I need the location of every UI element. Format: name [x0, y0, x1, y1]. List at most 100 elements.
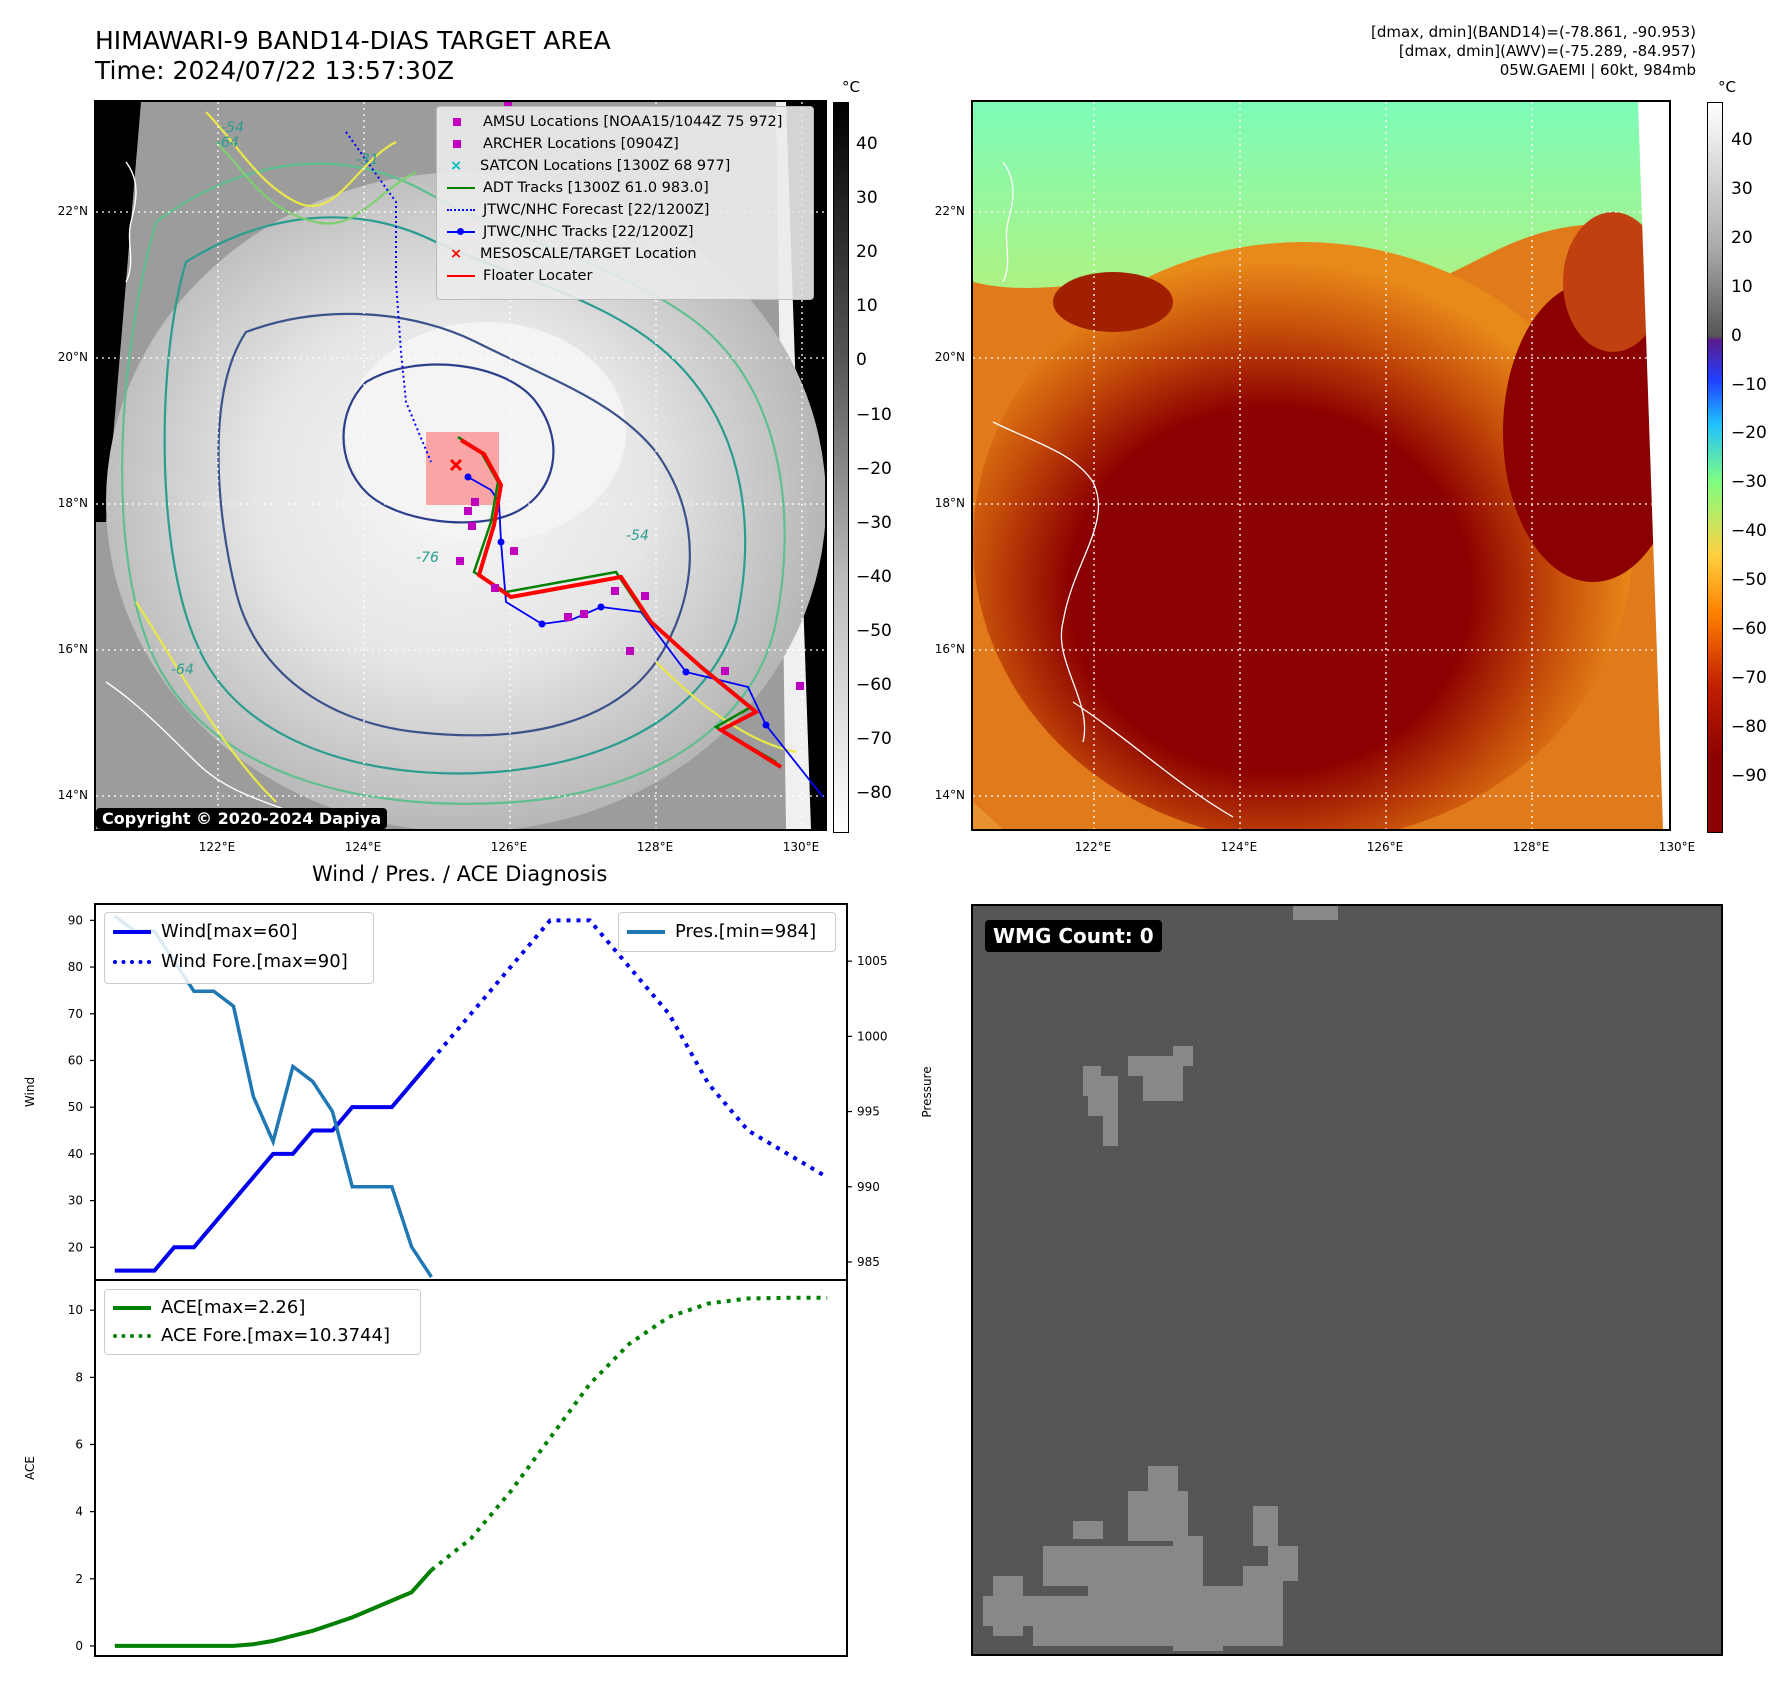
legend-entry-archer: ARCHER Locations [0904Z] [447, 133, 679, 156]
y-tick-label: 0 [75, 1639, 83, 1653]
line-icon [113, 930, 151, 934]
lat-tick-label: 22°N [57, 204, 88, 218]
legend-ace-forecast: ACE Fore.[max=10.3744] [113, 1322, 390, 1350]
colorbar-tick-label: 20 [856, 242, 878, 263]
colorbar-tick-label: −90 [1731, 765, 1767, 786]
colorbar-tick-label: −80 [856, 783, 892, 804]
colorbar-tick-label: −50 [1731, 570, 1767, 591]
ace-axis-label: ACE [23, 1456, 37, 1480]
colorbar-tick-label: −70 [856, 729, 892, 750]
wmg-graphic [983, 906, 1338, 1651]
ir-map-panel: -54 -64 -31 -76 -54 -64 AMSU Locations [… [94, 100, 827, 831]
legend-wind-forecast: Wind Fore.[max=90] [113, 947, 348, 977]
colorbar-tick-label: −50 [856, 620, 892, 641]
lon-tick-label: 126°E [1366, 840, 1404, 854]
colorbar-tick-label: 40 [856, 134, 878, 154]
colorbar-tick-label: 20 [1731, 227, 1753, 248]
colorbar-tick-label: −10 [1731, 374, 1767, 395]
y-tick-label: 20 [68, 1240, 83, 1254]
colorbar-tick-label: −80 [1731, 716, 1767, 737]
right-colorbar [1707, 102, 1723, 833]
band14-range: [dmax, dmin](BAND14)=(-78.861, -90.953) [1371, 23, 1696, 41]
lon-tick-label: 128°E [636, 840, 674, 854]
y-tick-label: 4 [75, 1505, 83, 1519]
contour-label: -76 [416, 550, 439, 566]
storm-info: 05W.GAEMI | 60kt, 984mb [1499, 61, 1696, 79]
x-marker-icon: × [450, 246, 463, 262]
legend-entry-mesoscale: × MESOSCALE/TARGET Location [447, 243, 697, 266]
legend-ace: ACE[max=2.26] [113, 1294, 305, 1322]
wmg-count-badge: WMG Count: 0 [985, 920, 1162, 952]
contour-label: -31 [356, 152, 379, 168]
map-legend: AMSU Locations [NOAA15/1044Z 75 972] ARC… [436, 106, 814, 300]
line-dot-icon [447, 228, 475, 235]
diagnosis-title: Wind / Pres. / ACE Diagnosis [312, 862, 608, 886]
figure-title: HIMAWARI-9 BAND14-DIAS TARGET AREA [95, 26, 611, 55]
y-tick-label: 40 [68, 1147, 83, 1161]
y-tick-label: 60 [68, 1053, 83, 1067]
legend-entry-jtwc: JTWC/NHC Tracks [22/1200Z] [447, 221, 694, 244]
wind-legend: Wind[max=60] Wind Fore.[max=90] [104, 912, 374, 984]
lat-tick-label: 18°N [57, 496, 88, 510]
series-line-1 [430, 1295, 828, 1572]
lat-tick-label: 18°N [934, 496, 965, 510]
lon-tick-label: 126°E [490, 840, 528, 854]
colorbar-tick-label: −40 [1731, 521, 1767, 542]
lon-tick-label: 130°E [1658, 840, 1696, 854]
legend-entry-floater: Floater Locater [447, 265, 592, 288]
y2-tick-label: 990 [857, 1180, 880, 1194]
colorbar-tick-label: 40 [1731, 130, 1753, 150]
legend-pressure: Pres.[min=984] [627, 917, 816, 947]
wmg-panel: WMG Count: 0 [971, 904, 1723, 1656]
y-tick-label: 8 [75, 1370, 83, 1384]
series-line-1 [429, 918, 829, 1179]
wind-axis-label: Wind [23, 1077, 37, 1107]
figure-time: Time: 2024/07/22 13:57:30Z [95, 56, 454, 85]
y2-tick-label: 995 [857, 1105, 880, 1119]
lon-tick-label: 122°E [198, 840, 236, 854]
colorbar-tick-label: 10 [856, 296, 878, 317]
line-icon [447, 187, 475, 189]
lat-tick-label: 20°N [934, 350, 965, 364]
lat-tick-label: 16°N [934, 642, 965, 656]
colorbar-tick-label: −10 [856, 404, 892, 425]
square-marker-icon [453, 140, 461, 148]
legend-entry-satcon: × SATCON Locations [1300Z 68 977] [447, 155, 730, 178]
contour-label: -54 [626, 528, 649, 544]
right-colorbar-unit: °C [1718, 78, 1736, 96]
ace-legend: ACE[max=2.26] ACE Fore.[max=10.3744] [104, 1289, 421, 1355]
y-tick-label: 6 [75, 1438, 83, 1452]
colorbar-tick-label: 0 [856, 350, 867, 371]
colorbar-tick-label: −30 [856, 512, 892, 533]
colorbar-tick-label: 0 [1731, 325, 1742, 346]
y-tick-label: 50 [68, 1100, 83, 1114]
pressure-legend: Pres.[min=984] [618, 912, 836, 952]
colorbar-tick-label: −60 [1731, 619, 1767, 639]
pressure-axis-label: Pressure [920, 1066, 934, 1117]
lon-tick-label: 130°E [782, 840, 820, 854]
line-icon [627, 930, 665, 934]
series-line-0 [114, 1059, 433, 1273]
copyright-badge: Copyright © 2020-2024 Dapiya [96, 808, 388, 829]
left-colorbar [833, 102, 849, 833]
colorbar-tick-label: −40 [856, 566, 892, 587]
y2-tick-label: 985 [857, 1255, 880, 1269]
legend-entry-amsu: AMSU Locations [NOAA15/1044Z 75 972] [447, 111, 782, 134]
colorbar-tick-label: −20 [1731, 423, 1767, 444]
contour-label: -64 [171, 662, 194, 678]
y-tick-label: 10 [68, 1303, 83, 1317]
contour-label: -54 [221, 120, 244, 136]
dotted-line-icon [113, 1334, 151, 1338]
contour-label: -64 [216, 135, 239, 151]
lat-tick-label: 14°N [57, 788, 88, 802]
line-icon [447, 275, 475, 277]
legend-wind: Wind[max=60] [113, 917, 298, 947]
dotted-line-icon [113, 960, 151, 964]
legend-entry-adt: ADT Tracks [1300Z 61.0 983.0] [447, 177, 709, 200]
dotted-line-icon [447, 209, 475, 211]
y-tick-label: 90 [68, 913, 83, 927]
colorbar-tick-label: −60 [856, 675, 892, 695]
colorbar-tick-label: 10 [1731, 276, 1753, 297]
colorbar-tick-label: −20 [856, 458, 892, 479]
colorbar-tick-label: −70 [1731, 667, 1767, 688]
